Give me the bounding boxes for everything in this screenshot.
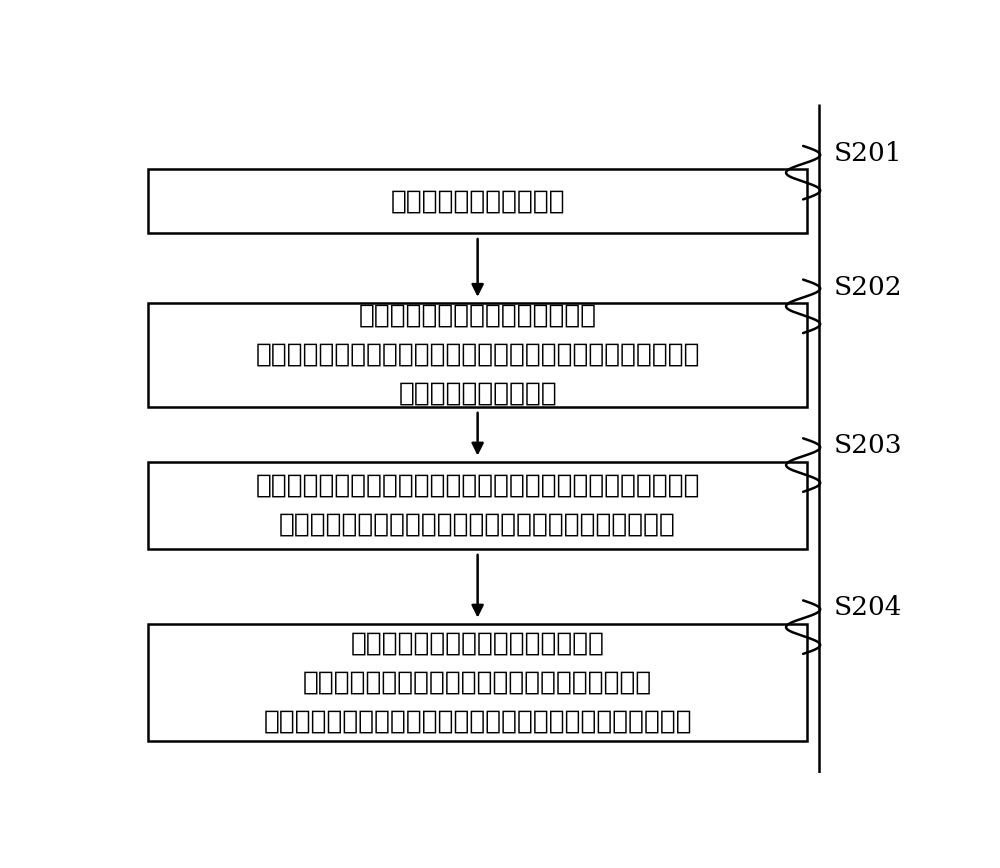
Text: 根据预存的各个标准特征子向量，确定与目标特征向量之间的相
似度满足第一预设相似度条件的第一标准特征子向量序列: 根据预存的各个标准特征子向量，确定与目标特征向量之间的相 似度满足第一预设相似度… — [255, 473, 700, 537]
Bar — [148, 624, 807, 740]
Bar — [148, 462, 807, 549]
Text: S203: S203 — [834, 433, 903, 458]
Text: S202: S202 — [834, 274, 903, 299]
Text: 分别确定第一标准特征子向量序列与
每个第二标准特征子向量序列之间的序列相似度，
获得目标特征向量与每个参考特征向量之间的特征向量相似度: 分别确定第一标准特征子向量序列与 每个第二标准特征子向量序列之间的序列相似度， … — [263, 630, 692, 734]
Bar — [148, 169, 807, 233]
Text: S204: S204 — [834, 595, 903, 621]
Text: 根据预存的各个标准特征子向量，
确定与参考特征向量之间的相似度满足第一预设相似度条件的第
二标准特征子向量序列: 根据预存的各个标准特征子向量， 确定与参考特征向量之间的相似度满足第一预设相似度… — [255, 303, 700, 407]
Text: 获得各个标准特征子向量: 获得各个标准特征子向量 — [390, 188, 565, 214]
Bar — [148, 303, 807, 406]
Text: S201: S201 — [834, 141, 903, 166]
